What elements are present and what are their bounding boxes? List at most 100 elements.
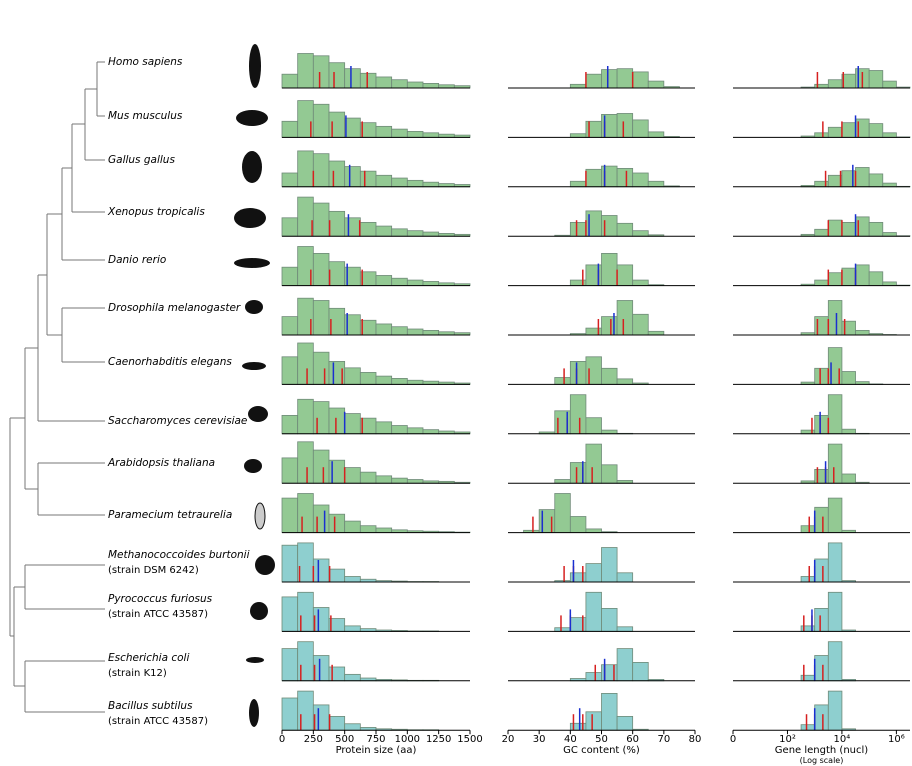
histogram-bar [312,300,330,336]
histogram-bar [297,53,314,89]
histogram-bar [406,131,424,138]
histogram-bar [855,329,870,336]
histogram-bar [868,70,884,89]
histogram-bar [422,83,440,89]
species-name: Caenorhabditis elegans [108,356,232,368]
histogram-bar [800,724,816,731]
histogram-bar [616,716,634,731]
histogram-bar [312,655,330,682]
histogram-bar [601,664,618,682]
histogram-bar [841,371,856,385]
histogram-bar [406,179,424,188]
histogram-bar [601,316,618,336]
histogram-bar [344,673,361,682]
histogram-bar [569,722,587,731]
histogram-bar [344,117,361,138]
histogram-bar [868,271,884,286]
x-tick-label: 70 [657,734,670,745]
histogram-bar [422,132,440,138]
histogram-bar [328,261,346,286]
histogram-bar [406,81,424,89]
histogram-bar [868,123,884,138]
histogram-bar [375,375,393,385]
strain-label: (strain K12) [108,668,167,679]
histogram-bar [422,429,440,435]
histogram-bar [344,467,361,484]
histogram-bar [406,279,424,286]
histogram-bar [585,591,602,632]
histogram-bar [281,172,299,188]
histogram-bar [814,132,829,138]
histogram-bar [585,443,602,484]
histogram-bar [297,493,314,533]
histogram-bar [632,71,649,89]
species-name: Drosophila melanogaster [108,302,241,314]
histogram-bar [391,228,408,237]
histogram-bar [569,516,587,534]
histogram-bar [569,394,587,435]
histogram-bar [827,300,843,336]
histogram-bar [406,427,424,435]
histogram-bar [855,264,870,286]
x-tick-label: 500 [335,734,354,745]
histogram-bar [601,165,618,188]
histogram-bar [554,479,571,484]
histogram-bar [344,520,361,533]
histogram-bar [328,568,346,583]
histogram-bar [281,497,299,534]
histogram-bar [569,180,587,188]
histogram-bar [344,413,361,435]
histogram-bar [814,414,829,435]
histogram-bar [554,377,571,385]
histogram-bar [814,228,829,237]
histogram-bar [312,103,330,138]
x-tick-label: 750 [366,734,385,745]
histogram-bar [281,266,299,287]
histogram-bar [647,180,665,188]
histogram-bar [312,351,330,385]
histogram-bar [344,166,361,188]
histogram-bar [422,181,440,188]
histogram-bar [328,513,346,534]
histogram-bar [359,170,377,188]
histogram-bar [375,174,393,188]
species-name: Xenopus tropicalis [107,206,205,218]
histogram-bar [328,716,346,731]
histogram-bar [855,167,870,188]
x-tick-label: 0 [730,734,736,745]
histogram-bar [647,131,665,138]
histogram-bar [585,672,602,682]
histogram-bar [585,327,602,336]
histogram-bar [616,222,634,237]
histogram-bar [391,326,408,336]
histogram-bar [406,230,424,237]
histogram-bar [297,591,314,632]
histogram-bar [632,279,649,286]
strain-label: (strain ATCC 43587) [108,716,208,727]
histogram-bar [359,525,377,534]
x-axis-label: GC content (%) [563,745,640,756]
histogram-bar [601,547,618,583]
histogram-bar [632,119,649,138]
histogram-bar [328,111,346,138]
histogram-bar [827,79,843,89]
histogram-bar [312,252,330,286]
histogram-bar [297,150,314,188]
histogram-bar [827,497,843,534]
histogram-bar [312,202,330,237]
histogram-bar [569,462,587,484]
histogram-bar [554,493,571,533]
histogram-bar [312,504,330,534]
x-tick-label: 30 [533,734,546,745]
histogram-bar [616,113,634,138]
histogram-bar [281,316,299,336]
histogram-bar [375,421,393,435]
histogram-bar [281,356,299,385]
histogram-bar [391,378,408,385]
histogram-bar [569,360,587,385]
histogram-bar [585,120,602,138]
species-name: Saccharomyces cerevisiae [108,415,247,427]
histogram-bar [601,608,618,632]
histogram-bar [827,272,843,287]
